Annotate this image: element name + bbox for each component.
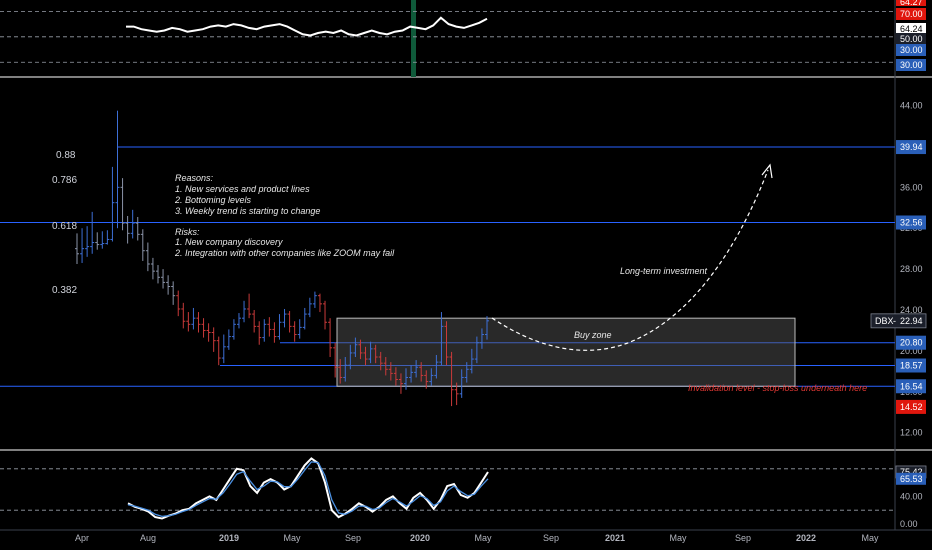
- fib-label-0786: 0.786: [52, 175, 77, 186]
- top-axis-label: 30.00: [900, 45, 923, 55]
- top-axis-label: 64.24: [900, 24, 923, 34]
- candles-group: [75, 110, 489, 407]
- time-axis-ticks: Apr Aug 2019 May Sep 2020 May Sep 2021 May Sep 2022…: [75, 533, 879, 543]
- level-badge-label: 39.94: [900, 142, 923, 152]
- top-oscillator-line: [126, 16, 488, 37]
- buy-zone-rect: [336, 317, 796, 387]
- bottom-tick-label: 40.00: [900, 491, 923, 501]
- reasons-title: Reasons:: [175, 173, 214, 183]
- price-tick-label: 24.00: [900, 305, 923, 315]
- level-badge-label: 18.57: [900, 361, 923, 371]
- time-tick-label: Aug: [140, 533, 156, 543]
- time-tick-label: Sep: [543, 533, 559, 543]
- reason-2: 2. Bottoming levels: [174, 195, 252, 205]
- top-axis-badge: [896, 33, 926, 45]
- level-badge-label: 14.52: [900, 402, 923, 412]
- top-partial-label: 64.27: [900, 0, 923, 7]
- top-axis-badge: [896, 23, 926, 35]
- bottom-axis-badge: [896, 472, 926, 485]
- current-price-label: 22.94: [900, 316, 923, 326]
- time-tick-label: 2021: [605, 533, 625, 543]
- price-tick-label: 20.00: [900, 346, 923, 356]
- bottom-axis-label: 75.42: [900, 467, 923, 477]
- invalidation-label: Invalidation level - stop-loss underneat…: [688, 383, 867, 393]
- time-tick-label: 2020: [410, 533, 430, 543]
- reason-1: 1. New services and product lines: [175, 184, 310, 194]
- risk-1: 1. New company discovery: [175, 237, 283, 247]
- time-tick-label: May: [283, 533, 301, 543]
- time-tick-label: 2022: [796, 533, 816, 543]
- projection-arrowhead: [761, 163, 773, 179]
- level-badge: [896, 215, 926, 230]
- level-badge: [896, 379, 926, 394]
- time-tick-label: May: [669, 533, 687, 543]
- fib-label-0618: 0.618: [52, 221, 77, 232]
- level-badge: [896, 335, 926, 350]
- level-badge: [896, 140, 926, 155]
- time-tick-label: Sep: [345, 533, 361, 543]
- bottom-oscillator-line-slow: [127, 461, 489, 518]
- time-tick-label: 2019: [219, 533, 239, 543]
- current-price-symbol: DBX: [875, 316, 894, 326]
- time-tick-label: May: [474, 533, 492, 543]
- top-axis-label: 70.00: [900, 9, 923, 19]
- level-badge: [896, 399, 926, 414]
- risks-title: Risks:: [175, 227, 200, 237]
- time-tick-label: May: [861, 533, 879, 543]
- bottom-oscillator-line-fast: [127, 457, 489, 520]
- current-price-badge: [870, 313, 927, 329]
- price-tick-label: 36.00: [900, 182, 923, 192]
- price-tick-label: 12.00: [900, 428, 923, 438]
- top-axis-badge: [896, 59, 926, 71]
- bottom-tick-label: 0.00: [900, 519, 918, 529]
- fib-label-0382: 0.382: [52, 285, 77, 296]
- price-tick-label: 44.00: [900, 101, 923, 111]
- top-axis-badge: [896, 44, 926, 56]
- time-tick-label: Apr: [75, 533, 89, 543]
- level-badge-label: 16.54: [900, 381, 923, 391]
- level-badge-label: 20.80: [900, 338, 923, 348]
- buy-zone-label: Buy zone: [574, 330, 612, 340]
- level-badge: [896, 358, 926, 373]
- reason-3: 3. Weekly trend is starting to change: [175, 206, 320, 216]
- level-badge-label: 32.56: [900, 217, 923, 227]
- top-axis-badge: [896, 8, 926, 20]
- fib-label-088: 0.88: [56, 150, 76, 161]
- projection-label: Long-term investment: [620, 266, 708, 276]
- risk-2: 2. Integration with other companies like…: [174, 248, 395, 258]
- top-axis-label: 30.00: [900, 60, 923, 70]
- current-price-sep: -: [893, 316, 896, 326]
- projection-arrow: [491, 169, 769, 351]
- price-axis-badges: 39.94 32.56 20.80 18.57 16.54 14.52 DBX -22.94: [870, 140, 927, 414]
- top-partial-badge: [896, 0, 926, 6]
- session-marker: [411, 0, 416, 77]
- buy-zone-group: [336, 317, 796, 387]
- top-axis-label: 50.00: [900, 34, 923, 44]
- bottom-axis-label: 65.53: [900, 474, 923, 484]
- time-tick-label: Sep: [735, 533, 751, 543]
- price-tick-label: 28.00: [900, 264, 923, 274]
